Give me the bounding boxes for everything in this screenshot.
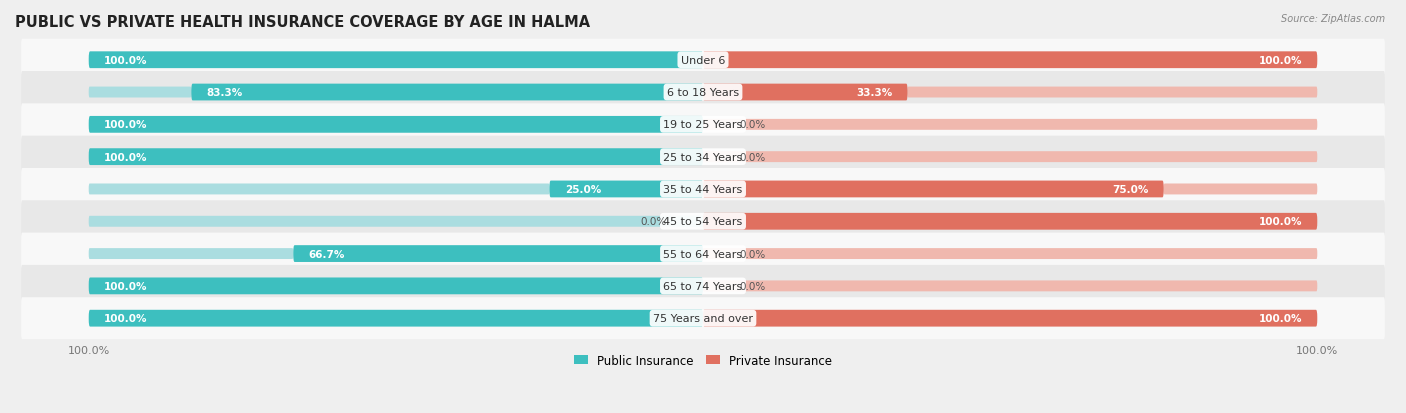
- Text: 55 to 64 Years: 55 to 64 Years: [664, 249, 742, 259]
- Text: 25.0%: 25.0%: [565, 185, 600, 195]
- FancyBboxPatch shape: [89, 310, 703, 327]
- FancyBboxPatch shape: [21, 72, 1385, 114]
- FancyBboxPatch shape: [21, 40, 1385, 81]
- FancyBboxPatch shape: [703, 52, 1317, 69]
- Text: 100.0%: 100.0%: [104, 313, 148, 323]
- Text: 65 to 74 Years: 65 to 74 Years: [664, 281, 742, 291]
- Text: 0.0%: 0.0%: [740, 120, 766, 130]
- Text: 19 to 25 Years: 19 to 25 Years: [664, 120, 742, 130]
- Text: 83.3%: 83.3%: [207, 88, 243, 98]
- Text: 100.0%: 100.0%: [104, 56, 148, 66]
- FancyBboxPatch shape: [191, 84, 703, 101]
- FancyBboxPatch shape: [89, 52, 703, 69]
- FancyBboxPatch shape: [703, 249, 1317, 259]
- FancyBboxPatch shape: [703, 214, 1317, 230]
- Text: 100.0%: 100.0%: [104, 152, 148, 162]
- FancyBboxPatch shape: [703, 310, 1317, 327]
- FancyBboxPatch shape: [550, 181, 703, 198]
- Text: 6 to 18 Years: 6 to 18 Years: [666, 88, 740, 98]
- Text: 0.0%: 0.0%: [740, 281, 766, 291]
- FancyBboxPatch shape: [89, 278, 703, 294]
- FancyBboxPatch shape: [21, 233, 1385, 275]
- Text: 100.0%: 100.0%: [1258, 217, 1302, 227]
- Text: 75 Years and over: 75 Years and over: [652, 313, 754, 323]
- FancyBboxPatch shape: [21, 104, 1385, 146]
- Text: 100.0%: 100.0%: [104, 281, 148, 291]
- Text: 0.0%: 0.0%: [740, 152, 766, 162]
- Text: Under 6: Under 6: [681, 56, 725, 66]
- FancyBboxPatch shape: [703, 120, 727, 131]
- Legend: Public Insurance, Private Insurance: Public Insurance, Private Insurance: [569, 349, 837, 371]
- FancyBboxPatch shape: [89, 149, 703, 166]
- Text: 100.0%: 100.0%: [104, 120, 148, 130]
- FancyBboxPatch shape: [89, 184, 550, 195]
- Text: 75.0%: 75.0%: [1112, 185, 1149, 195]
- FancyBboxPatch shape: [703, 249, 727, 259]
- FancyBboxPatch shape: [21, 265, 1385, 307]
- FancyBboxPatch shape: [89, 216, 703, 227]
- Text: 0.0%: 0.0%: [640, 217, 666, 227]
- FancyBboxPatch shape: [703, 281, 1317, 292]
- FancyBboxPatch shape: [21, 169, 1385, 211]
- FancyBboxPatch shape: [21, 201, 1385, 243]
- Text: 0.0%: 0.0%: [740, 249, 766, 259]
- FancyBboxPatch shape: [907, 88, 1317, 98]
- Text: 100.0%: 100.0%: [1258, 313, 1302, 323]
- FancyBboxPatch shape: [89, 116, 703, 133]
- FancyBboxPatch shape: [703, 152, 1317, 163]
- Text: Source: ZipAtlas.com: Source: ZipAtlas.com: [1281, 14, 1385, 24]
- FancyBboxPatch shape: [703, 120, 1317, 131]
- Text: 45 to 54 Years: 45 to 54 Years: [664, 217, 742, 227]
- FancyBboxPatch shape: [21, 297, 1385, 339]
- FancyBboxPatch shape: [294, 246, 703, 262]
- Text: 25 to 34 Years: 25 to 34 Years: [664, 152, 742, 162]
- FancyBboxPatch shape: [703, 281, 727, 292]
- Text: 100.0%: 100.0%: [1258, 56, 1302, 66]
- FancyBboxPatch shape: [21, 136, 1385, 178]
- Text: 66.7%: 66.7%: [309, 249, 344, 259]
- FancyBboxPatch shape: [1164, 184, 1317, 195]
- Text: PUBLIC VS PRIVATE HEALTH INSURANCE COVERAGE BY AGE IN HALMA: PUBLIC VS PRIVATE HEALTH INSURANCE COVER…: [15, 15, 591, 30]
- FancyBboxPatch shape: [89, 88, 191, 98]
- FancyBboxPatch shape: [679, 216, 703, 227]
- Text: 33.3%: 33.3%: [856, 88, 893, 98]
- FancyBboxPatch shape: [703, 84, 907, 101]
- FancyBboxPatch shape: [703, 152, 727, 163]
- FancyBboxPatch shape: [89, 249, 294, 259]
- FancyBboxPatch shape: [703, 181, 1164, 198]
- Text: 35 to 44 Years: 35 to 44 Years: [664, 185, 742, 195]
